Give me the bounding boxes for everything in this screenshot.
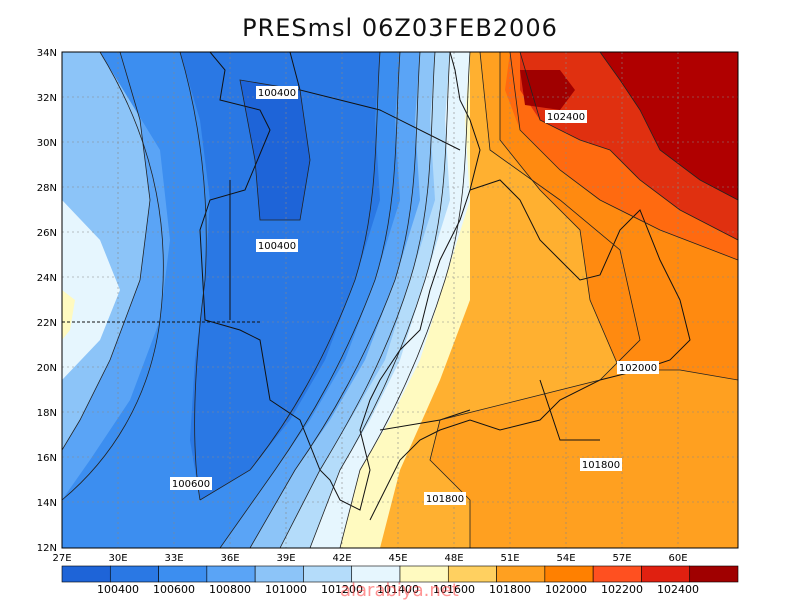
contour-label: 102400 (545, 110, 587, 123)
colorbar-labels: 100400 100600 100800 101000 101200 10140… (97, 583, 699, 596)
lat-label: 30N (37, 138, 57, 149)
colorbar-swatch (206, 565, 256, 583)
svg-text:100600: 100600 (172, 479, 210, 490)
colorbar-swatch (544, 565, 594, 583)
lon-label: 30E (108, 553, 127, 564)
svg-text:102400: 102400 (547, 112, 585, 123)
lon-label: 54E (556, 553, 575, 564)
colorbar-swatch (641, 565, 691, 583)
contour-label: 100400 (256, 239, 298, 252)
lat-label: 24N (37, 273, 57, 284)
colorbar-label: 101000 (265, 583, 307, 596)
colorbar: 100400 100600 100800 101000 101200 10140… (61, 565, 739, 596)
lat-label: 34N (37, 48, 57, 59)
colorbar-swatch (254, 565, 304, 583)
lat-label: 22N (37, 318, 57, 329)
isobars (62, 52, 738, 548)
lon-label: 45E (388, 553, 407, 564)
colorbar-label: 101600 (433, 583, 475, 596)
longitude-labels: 27E 30E 33E 36E 39E 42E 45E 48E 51E 54E … (52, 553, 687, 564)
colorbar-swatch (109, 565, 159, 583)
lon-label: 36E (220, 553, 239, 564)
lat-label: 16N (37, 453, 57, 464)
colorbar-swatches (61, 565, 739, 583)
lat-label: 28N (37, 183, 57, 194)
colorbar-label: 101400 (377, 583, 419, 596)
svg-text:101800: 101800 (426, 494, 464, 505)
colorbar-label: 100800 (209, 583, 251, 596)
lon-label: 51E (500, 553, 519, 564)
lon-label: 60E (668, 553, 687, 564)
lon-label: 33E (164, 553, 183, 564)
colorbar-label: 102400 (657, 583, 699, 596)
colorbar-label: 100600 (153, 583, 195, 596)
colorbar-swatch (496, 565, 546, 583)
lat-label: 14N (37, 498, 57, 509)
svg-text:100400: 100400 (258, 88, 296, 99)
lon-label: 48E (444, 553, 463, 564)
latitude-labels: 34N 32N 30N 28N 26N 24N 22N 20N 18N 16N … (37, 48, 57, 554)
colorbar-label: 101200 (321, 583, 363, 596)
map-title: PRESmsl 06Z03FEB2006 (242, 14, 558, 42)
lon-label: 57E (612, 553, 631, 564)
map-frame (61, 51, 739, 549)
colorbar-swatch (689, 565, 739, 583)
svg-text:100400: 100400 (258, 241, 296, 252)
colorbar-swatch (158, 565, 208, 583)
svg-text:102000: 102000 (619, 363, 657, 374)
contour-label: 100600 (170, 477, 212, 490)
colorbar-label: 100400 (97, 583, 139, 596)
lat-label: 12N (37, 543, 57, 554)
svg-text:101800: 101800 (582, 460, 620, 471)
lat-label: 20N (37, 363, 57, 374)
contour-label: 100400 (256, 86, 298, 99)
contour-label: 101800 (424, 492, 466, 505)
colorbar-label: 101800 (489, 583, 531, 596)
lat-label: 26N (37, 228, 57, 239)
watermark: alarabiya.net (340, 580, 459, 601)
contour-labels: 100400 100400 100600 101800 101800 10200… (170, 86, 659, 505)
lat-label: 18N (37, 408, 57, 419)
lon-label: 27E (52, 553, 71, 564)
colorbar-label: 102000 (545, 583, 587, 596)
contour-label: 101800 (580, 458, 622, 471)
lat-label: 32N (37, 93, 57, 104)
lon-label: 42E (332, 553, 351, 564)
lon-label: 39E (276, 553, 295, 564)
colorbar-swatch (61, 565, 111, 583)
colorbar-label: 102200 (601, 583, 643, 596)
colorbar-swatch (592, 565, 642, 583)
pressure-fill-layer (62, 52, 738, 548)
contour-label: 102000 (617, 361, 659, 374)
